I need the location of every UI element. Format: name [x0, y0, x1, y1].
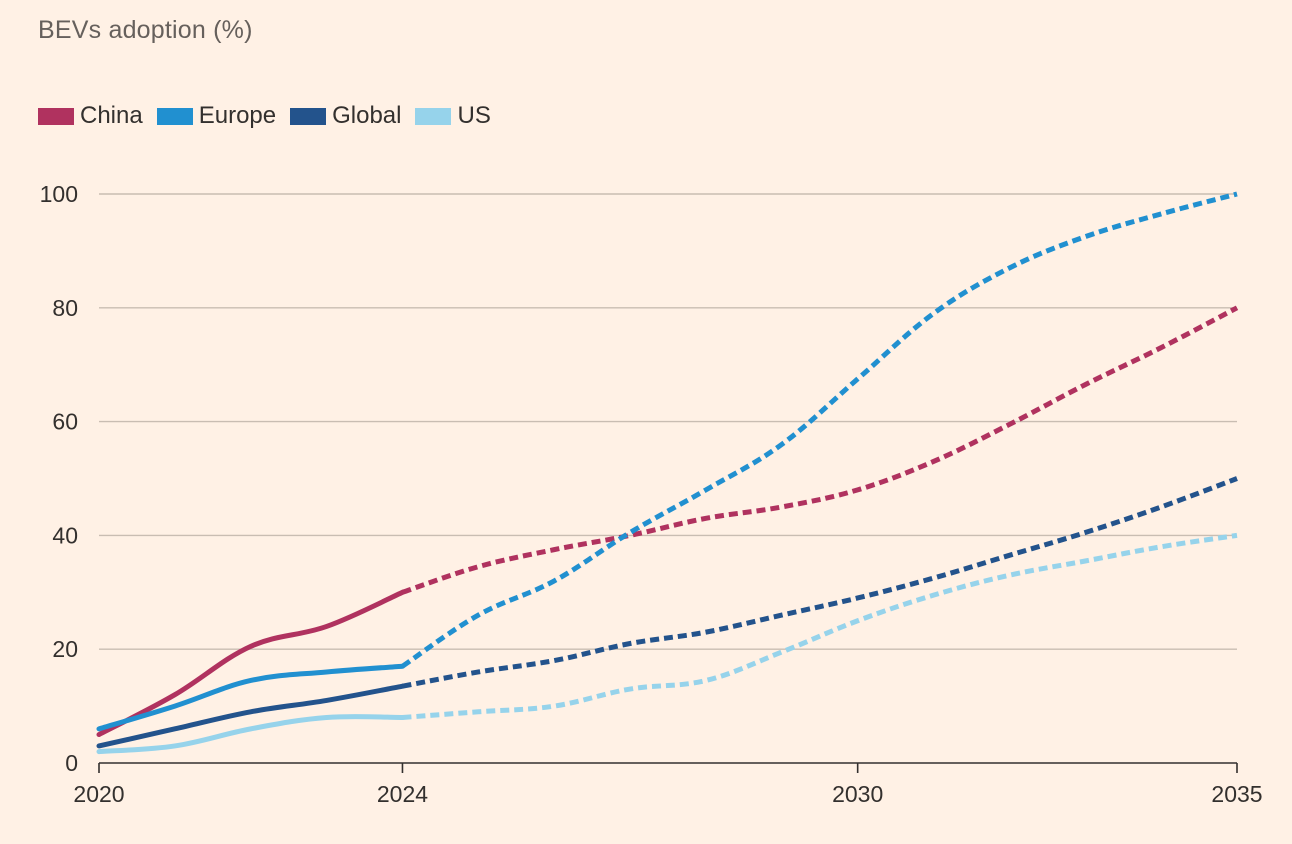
legend-swatch-china [38, 107, 74, 125]
y-tick-label-80: 80 [52, 295, 78, 321]
legend-swatch-europe [156, 107, 193, 125]
legend-label-us: US [457, 102, 491, 129]
series-line-projected-china [401, 305, 1239, 595]
y-tick-label-100: 100 [40, 181, 78, 207]
chart-legend: China Europe Global US [38, 102, 505, 130]
x-tick-label-2035: 2035 [1211, 781, 1262, 807]
series-line-projected-global [402, 476, 1238, 689]
legend-swatch-global [290, 107, 327, 125]
legend-label-europe: Europe [198, 102, 277, 129]
series-line-actual-europe [96, 663, 405, 732]
legend-item-us: US [415, 102, 491, 130]
series-line-actual-us [96, 714, 405, 755]
x-tick-label-2030: 2030 [832, 781, 883, 807]
chart-title: BEVs adoption (%) [38, 16, 253, 44]
legend-swatch-us [415, 107, 452, 125]
x-tick-label-2020: 2020 [73, 781, 124, 807]
legend-item-global: Global [290, 102, 401, 130]
y-tick-label-40: 40 [52, 522, 78, 548]
y-tick-label-0: 0 [65, 750, 78, 776]
series-line-projected-us [402, 532, 1238, 720]
series-line-actual-global [96, 683, 405, 749]
legend-item-china: China [38, 102, 143, 130]
legend-label-global: Global [332, 102, 402, 129]
y-tick-label-60: 60 [52, 409, 78, 435]
x-tick-label-2024: 2024 [377, 781, 428, 807]
legend-item-europe: Europe [156, 102, 277, 130]
series-line-projected-europe [401, 191, 1238, 669]
legend-label-china: China [80, 102, 143, 129]
series-line-actual-china [96, 589, 405, 738]
y-tick-label-20: 20 [52, 636, 78, 662]
